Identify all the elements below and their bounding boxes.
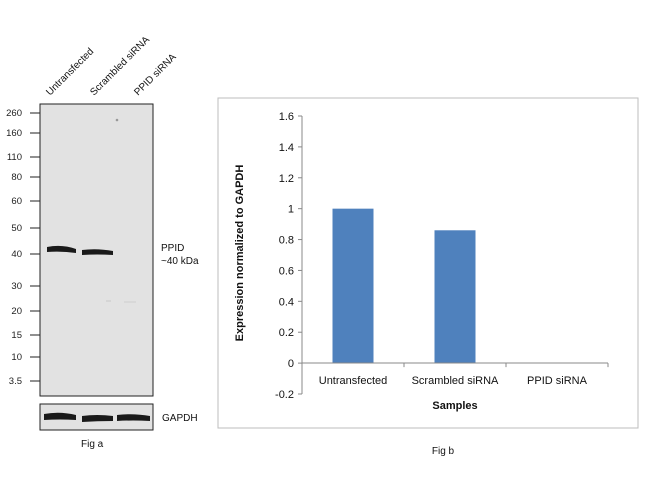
y-tick-label: 0.4 xyxy=(279,296,294,308)
marker-label: 80 xyxy=(11,172,22,183)
marker-label: 160 xyxy=(6,128,22,139)
gapdh-band-ppid-sirna xyxy=(117,414,150,421)
y-tick-label: 0.8 xyxy=(279,235,294,247)
marker-label: 15 xyxy=(11,330,22,341)
marker-ticks xyxy=(30,112,40,382)
marker-label: 50 xyxy=(11,223,22,234)
blot-speck xyxy=(115,118,119,122)
x-tick-marks xyxy=(403,363,609,368)
band-label-ppid: PPID xyxy=(161,243,184,254)
marker-label: 20 xyxy=(11,306,22,317)
gapdh-band-scrambled xyxy=(82,415,113,422)
marker-label: 40 xyxy=(11,249,22,260)
y-tick-label: 0.6 xyxy=(279,265,294,277)
panel-a-western-blot: Untransfected Scrambled siRNA PPID siRNA… xyxy=(6,34,199,450)
marker-label: 10 xyxy=(11,352,22,363)
marker-label: 60 xyxy=(11,196,22,207)
y-axis-label: Expression normalized to GAPDH xyxy=(234,165,246,342)
x-tick-label: Untransfected xyxy=(319,375,387,387)
band-label-size: ~40 kDa xyxy=(161,256,199,267)
ppid-band-scrambled xyxy=(82,249,113,255)
y-tick-label: 0.2 xyxy=(279,327,294,339)
y-tick-label: 1 xyxy=(288,204,294,216)
y-tick-label: 1.2 xyxy=(279,173,294,185)
bar-scrambled-sirna xyxy=(434,230,476,364)
x-tick-label: Scrambled siRNA xyxy=(412,375,499,387)
ppid-band-untransfected xyxy=(47,245,76,253)
caption-fig-b: Fig b xyxy=(432,446,455,457)
caption-fig-a: Fig a xyxy=(81,439,104,450)
marker-label: 30 xyxy=(11,281,22,292)
x-axis-label: Samples xyxy=(432,400,477,412)
bars xyxy=(332,208,476,364)
gapdh-band-untransfected xyxy=(44,412,76,420)
x-tick-labels: Untransfected Scrambled siRNA PPID siRNA xyxy=(319,375,588,387)
marker-label: 3.5 xyxy=(9,376,22,387)
marker-label: 260 xyxy=(6,108,22,119)
loading-label-gapdh: GAPDH xyxy=(162,413,198,424)
y-tick-label: 1.6 xyxy=(279,111,294,123)
y-ticks: 1.6 1.4 1.2 1 0.8 0.6 0.4 0.2 0 -0.2 xyxy=(275,111,302,401)
marker-labels: 260 160 110 80 60 50 40 30 20 15 10 3.5 xyxy=(6,108,22,387)
lane-label-ppid-sirna: PPID siRNA xyxy=(132,52,179,99)
x-tick-label: PPID siRNA xyxy=(527,375,588,387)
y-tick-label: -0.2 xyxy=(275,389,294,401)
bar-untransfected xyxy=(332,208,374,364)
y-tick-label: 1.4 xyxy=(279,142,294,154)
y-tick-label: 0 xyxy=(288,358,294,370)
chart-frame xyxy=(217,97,639,429)
marker-label: 110 xyxy=(7,152,22,163)
panel-b-bar-chart: Expression normalized to GAPDH Samples 1… xyxy=(217,97,639,457)
